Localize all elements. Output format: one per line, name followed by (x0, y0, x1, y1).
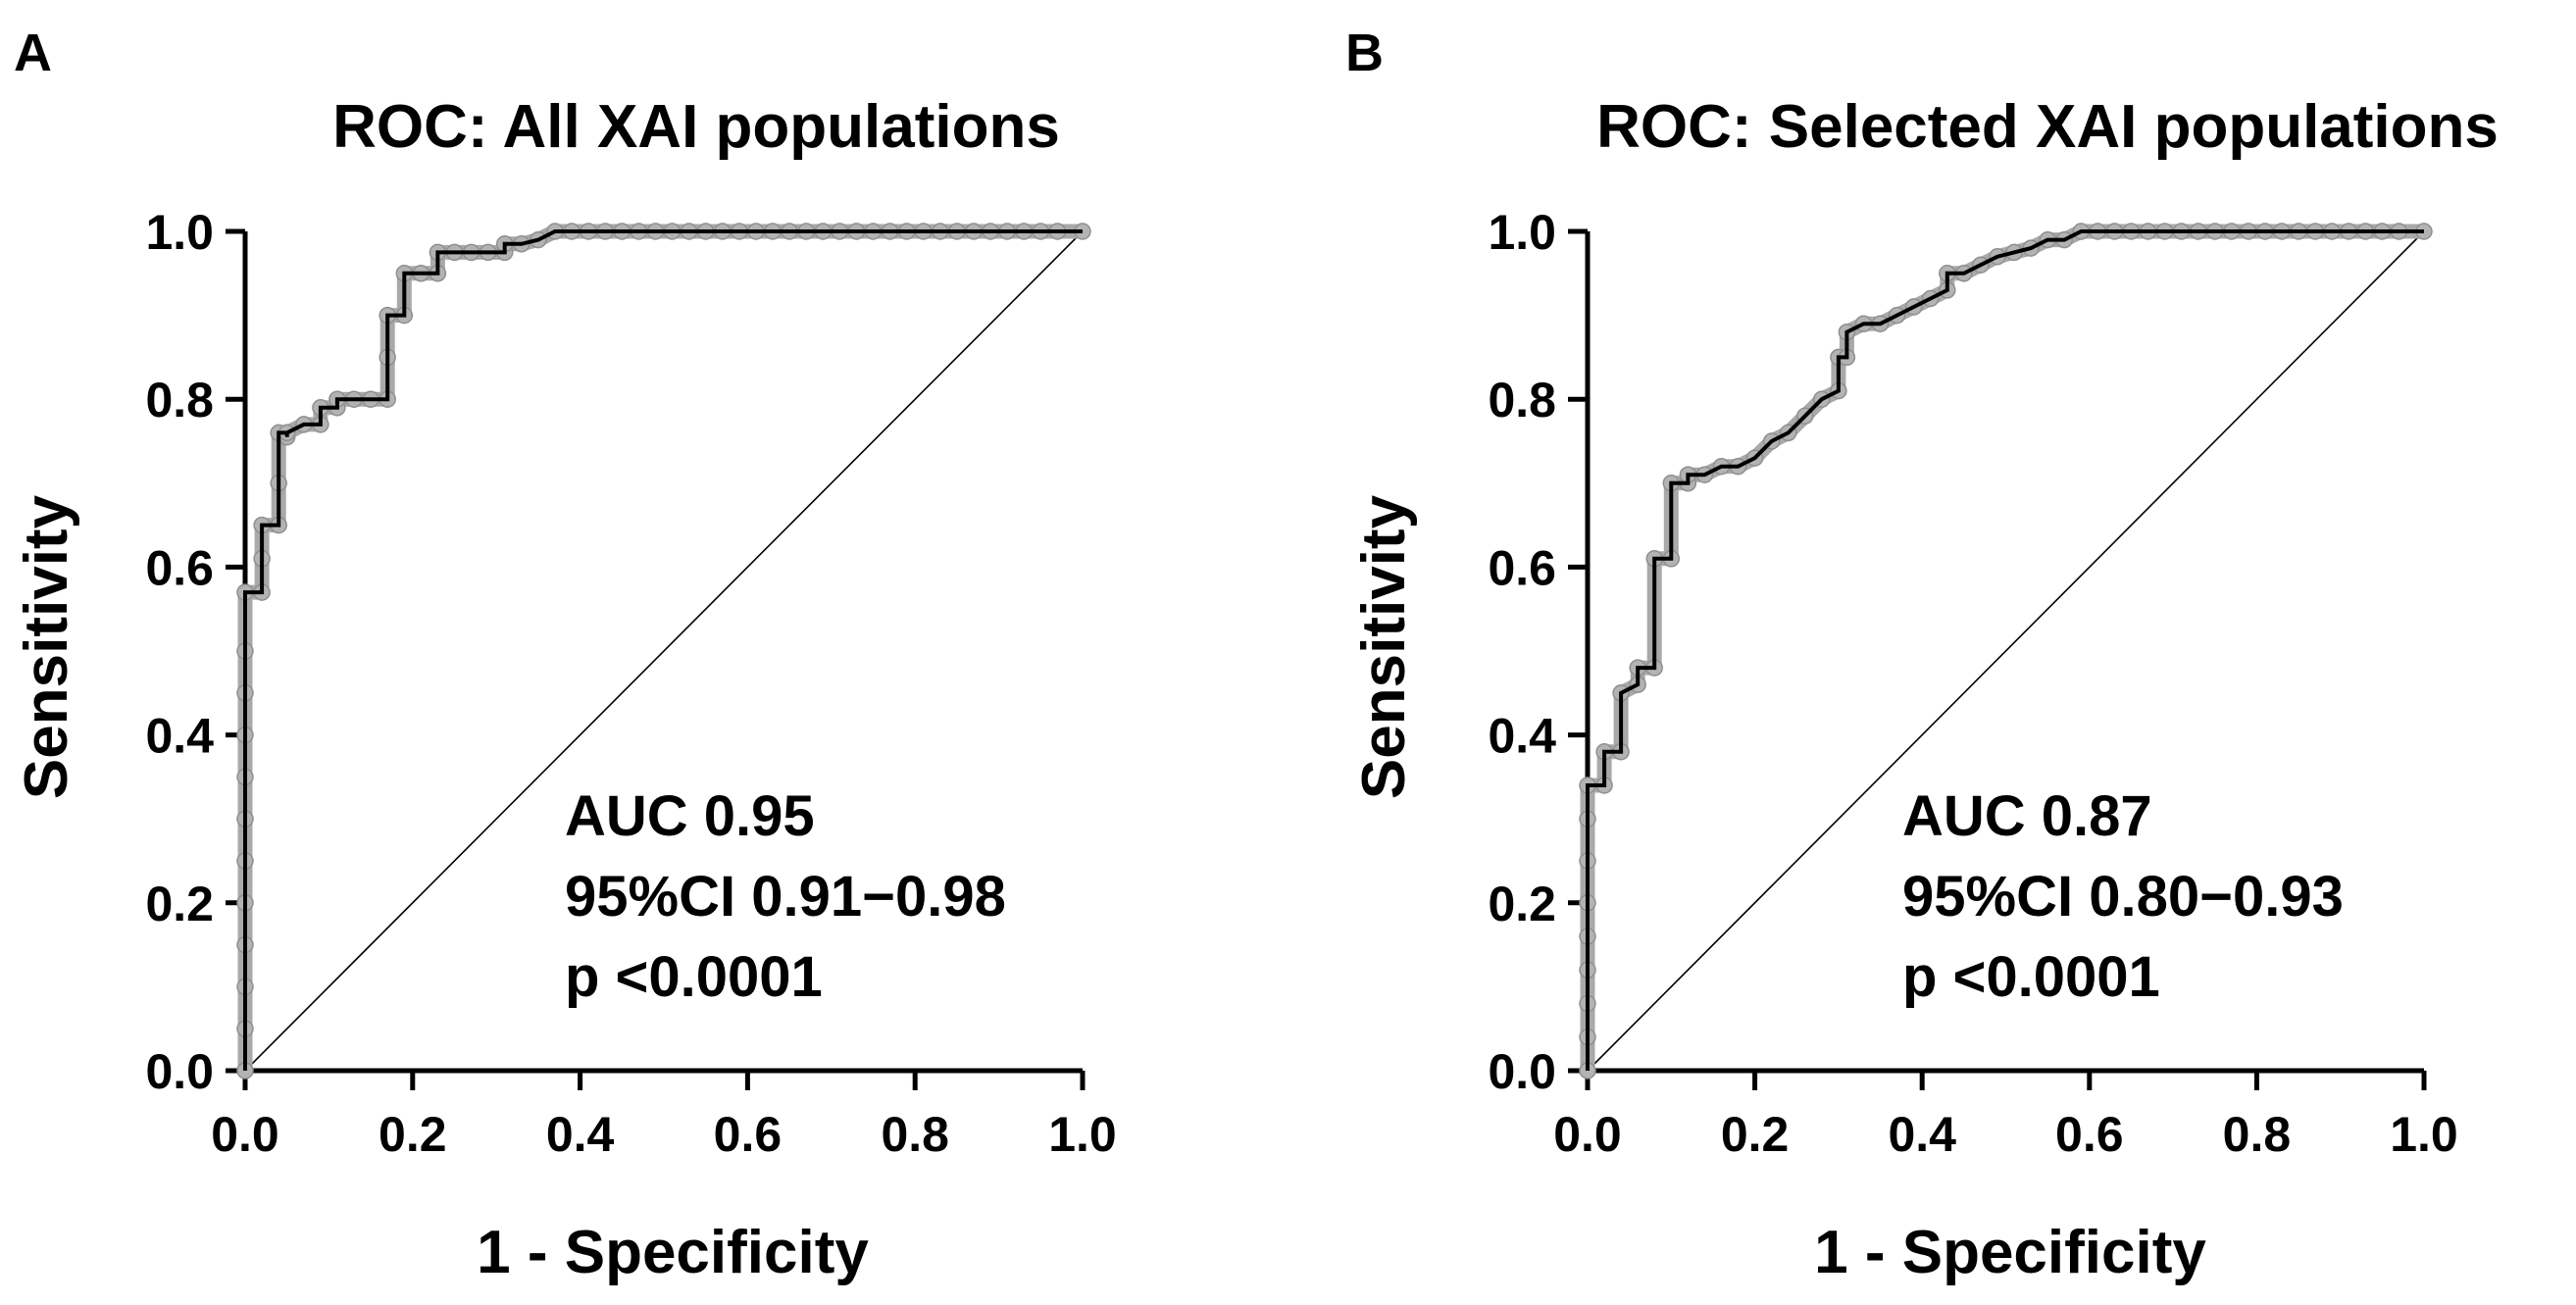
panel-a-plot-area: 0.0 0.2 0.4 0.6 0.8 1.0 0.0 0.2 0.4 0.6 0.8 1.0 (145, 205, 1116, 1162)
panel-b-y-tick-label: 0.0 (1488, 1044, 1556, 1099)
panel-b-y-tick-label: 0.6 (1488, 540, 1556, 595)
panel-b-y-tick-label: 0.4 (1488, 709, 1556, 764)
panel-a-y-tick-label: 0.6 (145, 540, 214, 595)
panel-a-p-value-text: p <0.0001 (565, 945, 823, 1009)
panel-a-ci-text: 95%CI 0.91−0.98 (565, 865, 1006, 929)
panel-a-roc-curve-line (243, 229, 1083, 1071)
panel-b-x-tick-label: 1.0 (2390, 1107, 2458, 1162)
panel-a-x-tick-label: 0.2 (379, 1107, 447, 1162)
panel-b-auc-text: AUC 0.87 (1902, 784, 2152, 848)
panel-b-roc-curve-line (1586, 229, 2424, 1071)
panel-a-title: ROC: All XAI populations (332, 93, 1060, 161)
panel-b-y-tick-label: 0.8 (1488, 373, 1556, 427)
panel-a-y-tick-label: 0.0 (145, 1044, 214, 1099)
panel-b-reference-diagonal (1587, 230, 2425, 1072)
panel-a: A ROC: All XAI populations 0.0 0.2 0.4 0.6 0… (13, 24, 1117, 1286)
panel-b-x-axis-label: 1 - Specificity (1814, 1219, 2206, 1286)
panel-b-stats-annotation: AUC 0.87 95%CI 0.80−0.93 p <0.0001 (1902, 784, 2344, 1009)
panel-a-x-tick-label: 0.8 (881, 1107, 949, 1162)
panel-b-ci-text: 95%CI 0.80−0.93 (1902, 865, 2344, 929)
panel-a-y-tick-label: 0.2 (145, 877, 214, 931)
panel-a-y-axis-label: Sensitivity (13, 494, 80, 799)
panel-b-x-tick-label: 0.6 (2055, 1107, 2124, 1162)
panel-b-y-tick-label: 1.0 (1488, 205, 1556, 260)
panel-a-x-tick-label: 0.6 (714, 1107, 783, 1162)
panel-a-stats-annotation: AUC 0.95 95%CI 0.91−0.98 p <0.0001 (565, 784, 1006, 1009)
panel-b-x-tick-label: 0.4 (1888, 1107, 1956, 1162)
panel-b-plot-area: 0.0 0.2 0.4 0.6 0.8 1.0 0.0 0.2 0.4 0.6 0.8 1.0 (1488, 205, 2457, 1162)
panel-a-y-tick-label: 0.4 (145, 709, 214, 764)
panel-b-p-value-text: p <0.0001 (1902, 945, 2160, 1009)
panel-b-title: ROC: Selected XAI populations (1596, 93, 2499, 161)
panel-b-x-tick-label: 0.0 (1553, 1107, 1622, 1162)
panel-b: B ROC: Selected XAI populations 0.0 0.2 0.… (1345, 24, 2499, 1286)
panel-a-reference-diagonal (244, 230, 1084, 1072)
panel-b-y-tick-label: 0.2 (1488, 877, 1556, 931)
panel-b-y-axis-label: Sensitivity (1350, 494, 1418, 799)
panel-b-letter: B (1345, 24, 1384, 82)
panel-a-y-tick-label: 1.0 (145, 205, 214, 260)
panel-a-y-tick-label: 0.8 (145, 373, 214, 427)
panel-a-letter: A (14, 24, 52, 82)
panel-a-auc-text: AUC 0.95 (565, 784, 815, 848)
panel-a-x-axis-label: 1 - Specificity (477, 1219, 869, 1286)
panel-a-x-tick-label: 1.0 (1048, 1107, 1117, 1162)
panel-a-x-tick-label: 0.0 (211, 1107, 279, 1162)
panel-a-x-tick-label: 0.4 (546, 1107, 615, 1162)
panel-b-x-tick-label: 0.2 (1721, 1107, 1790, 1162)
panel-b-x-tick-label: 0.8 (2223, 1107, 2292, 1162)
